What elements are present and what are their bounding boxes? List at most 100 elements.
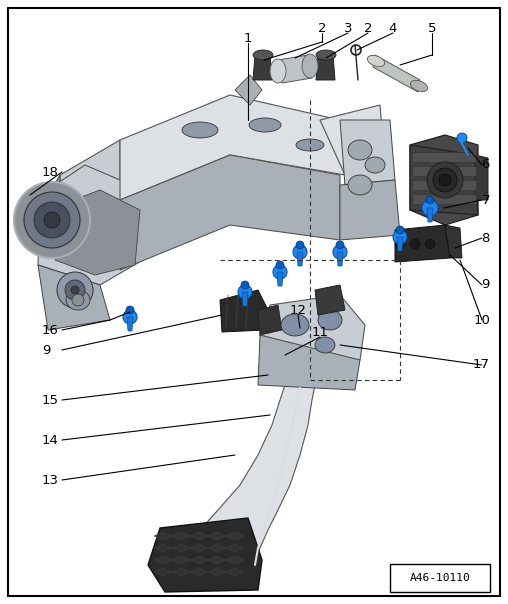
Text: 13: 13 — [42, 474, 59, 486]
Polygon shape — [412, 194, 476, 204]
Polygon shape — [427, 208, 433, 222]
Circle shape — [333, 245, 347, 259]
Circle shape — [296, 241, 304, 249]
Polygon shape — [395, 225, 450, 262]
Polygon shape — [226, 544, 244, 552]
Circle shape — [126, 306, 134, 314]
Polygon shape — [258, 305, 282, 335]
Polygon shape — [38, 265, 110, 330]
Text: 5: 5 — [428, 22, 436, 34]
Circle shape — [439, 174, 451, 186]
Polygon shape — [148, 518, 262, 592]
Polygon shape — [253, 55, 272, 80]
Polygon shape — [220, 290, 268, 332]
Polygon shape — [226, 556, 244, 564]
Ellipse shape — [410, 80, 428, 92]
Polygon shape — [60, 140, 120, 240]
Polygon shape — [410, 145, 478, 215]
Polygon shape — [38, 165, 160, 285]
Circle shape — [238, 285, 252, 299]
Polygon shape — [190, 544, 208, 552]
Text: 6: 6 — [482, 158, 490, 172]
Circle shape — [426, 196, 434, 204]
Text: 15: 15 — [42, 393, 59, 406]
Ellipse shape — [348, 175, 372, 195]
Circle shape — [57, 272, 93, 308]
Ellipse shape — [315, 337, 335, 353]
Polygon shape — [208, 556, 226, 564]
Polygon shape — [154, 556, 172, 564]
Ellipse shape — [281, 314, 309, 336]
Polygon shape — [412, 180, 476, 190]
Circle shape — [336, 241, 344, 249]
Ellipse shape — [365, 157, 385, 173]
Text: 3: 3 — [344, 22, 352, 34]
Circle shape — [14, 182, 90, 258]
Polygon shape — [154, 544, 172, 552]
Polygon shape — [154, 532, 172, 540]
Polygon shape — [120, 155, 340, 270]
Ellipse shape — [66, 290, 90, 310]
Circle shape — [457, 133, 467, 143]
Circle shape — [395, 239, 405, 249]
Text: 2: 2 — [364, 22, 372, 34]
Circle shape — [276, 261, 284, 269]
Circle shape — [123, 310, 137, 324]
Polygon shape — [445, 225, 462, 258]
Circle shape — [422, 200, 438, 216]
Circle shape — [72, 294, 84, 306]
Text: 17: 17 — [473, 359, 490, 371]
Circle shape — [427, 162, 463, 198]
Polygon shape — [127, 317, 133, 331]
Polygon shape — [320, 105, 385, 175]
Polygon shape — [475, 155, 488, 200]
Ellipse shape — [348, 140, 372, 160]
Text: 9: 9 — [482, 278, 490, 292]
Polygon shape — [154, 568, 172, 576]
Polygon shape — [190, 568, 208, 576]
Circle shape — [241, 281, 249, 289]
Circle shape — [410, 239, 420, 249]
Circle shape — [393, 230, 407, 244]
Polygon shape — [297, 252, 303, 266]
Text: 2: 2 — [318, 22, 326, 34]
Polygon shape — [316, 55, 335, 80]
Polygon shape — [397, 237, 403, 251]
Text: 10: 10 — [473, 313, 490, 327]
Polygon shape — [278, 55, 312, 83]
Polygon shape — [190, 556, 208, 564]
Text: 11: 11 — [311, 326, 329, 338]
Circle shape — [396, 226, 404, 234]
Polygon shape — [180, 385, 315, 580]
Polygon shape — [208, 532, 226, 540]
Polygon shape — [412, 166, 476, 176]
Polygon shape — [337, 252, 343, 266]
Polygon shape — [412, 152, 476, 162]
Ellipse shape — [270, 59, 286, 83]
Circle shape — [44, 212, 60, 228]
Circle shape — [24, 192, 80, 248]
Text: 1: 1 — [244, 31, 252, 45]
Ellipse shape — [249, 118, 281, 132]
Polygon shape — [242, 292, 248, 306]
Polygon shape — [258, 335, 360, 390]
Ellipse shape — [367, 56, 385, 66]
Polygon shape — [190, 532, 208, 540]
Polygon shape — [172, 532, 190, 540]
Ellipse shape — [253, 50, 273, 60]
Polygon shape — [340, 180, 400, 240]
Text: 12: 12 — [290, 303, 306, 316]
Ellipse shape — [296, 139, 324, 151]
Ellipse shape — [318, 310, 342, 330]
Polygon shape — [55, 190, 140, 275]
Circle shape — [273, 265, 287, 279]
Circle shape — [65, 280, 85, 300]
Polygon shape — [235, 75, 262, 105]
Circle shape — [433, 168, 457, 192]
Polygon shape — [172, 556, 190, 564]
Text: 14: 14 — [42, 434, 59, 446]
Polygon shape — [120, 95, 345, 200]
Polygon shape — [172, 544, 190, 552]
Polygon shape — [260, 295, 365, 365]
Polygon shape — [373, 55, 420, 92]
